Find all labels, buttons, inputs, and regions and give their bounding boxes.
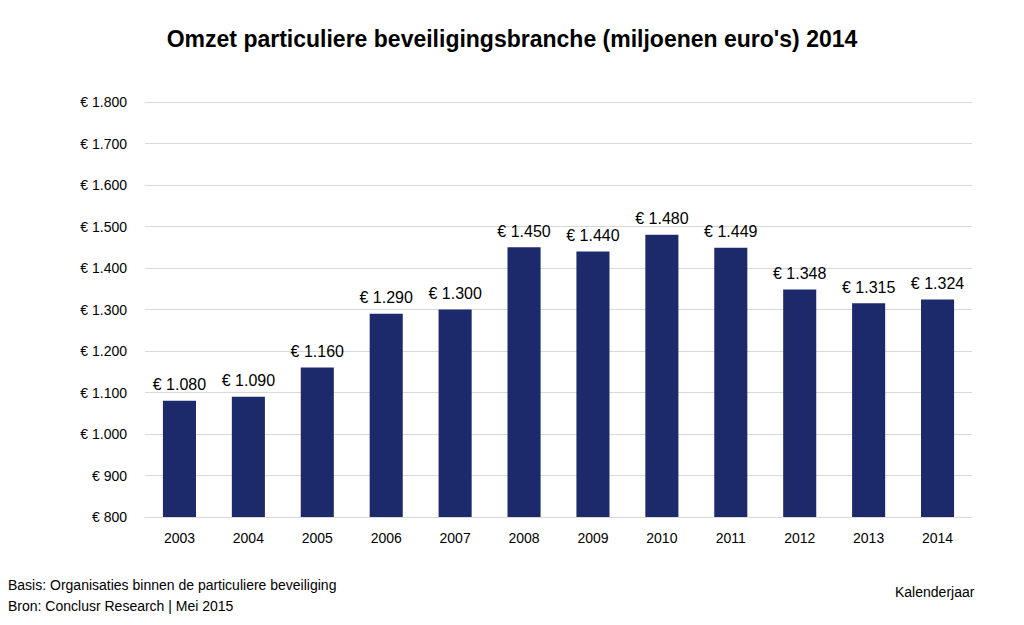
svg-text:€ 1.500: € 1.500 bbox=[80, 219, 127, 235]
svg-text:€ 1.290: € 1.290 bbox=[360, 289, 413, 306]
svg-text:2012: 2012 bbox=[784, 530, 815, 546]
svg-text:€ 1.800: € 1.800 bbox=[80, 94, 127, 110]
svg-text:€ 1.449: € 1.449 bbox=[704, 223, 757, 240]
svg-text:€ 1.348: € 1.348 bbox=[773, 265, 826, 282]
svg-text:€ 1.480: € 1.480 bbox=[635, 210, 688, 227]
svg-text:€ 900: € 900 bbox=[92, 468, 127, 484]
svg-text:2009: 2009 bbox=[577, 530, 608, 546]
svg-text:€ 800: € 800 bbox=[92, 509, 127, 525]
svg-text:2014: 2014 bbox=[922, 530, 953, 546]
svg-text:€ 1.700: € 1.700 bbox=[80, 136, 127, 152]
svg-text:Omzet particuliere beveiliging: Omzet particuliere beveiligingsbranche (… bbox=[167, 26, 858, 52]
svg-text:€ 1.300: € 1.300 bbox=[80, 302, 127, 318]
svg-text:2013: 2013 bbox=[853, 530, 884, 546]
svg-text:2006: 2006 bbox=[371, 530, 402, 546]
svg-text:€ 1.440: € 1.440 bbox=[566, 227, 619, 244]
svg-text:€ 1.100: € 1.100 bbox=[80, 385, 127, 401]
svg-text:2010: 2010 bbox=[646, 530, 677, 546]
svg-text:2005: 2005 bbox=[302, 530, 333, 546]
svg-text:2007: 2007 bbox=[440, 530, 471, 546]
svg-text:2004: 2004 bbox=[233, 530, 264, 546]
svg-text:2008: 2008 bbox=[508, 530, 539, 546]
svg-text:Bron: Conclusr Research | Mei: Bron: Conclusr Research | Mei 2015 bbox=[8, 598, 234, 614]
svg-text:€ 1.160: € 1.160 bbox=[291, 343, 344, 360]
svg-text:€ 1.324: € 1.324 bbox=[911, 275, 964, 292]
svg-text:€ 1.000: € 1.000 bbox=[80, 426, 127, 442]
svg-text:€ 1.400: € 1.400 bbox=[80, 260, 127, 276]
svg-text:Basis: Organisaties binnen de: Basis: Organisaties binnen de particulie… bbox=[8, 577, 336, 593]
svg-text:€ 1.300: € 1.300 bbox=[428, 285, 481, 302]
svg-text:€ 1.090: € 1.090 bbox=[222, 372, 275, 389]
svg-text:€ 1.080: € 1.080 bbox=[153, 376, 206, 393]
svg-text:2011: 2011 bbox=[716, 530, 746, 546]
svg-text:2003: 2003 bbox=[164, 530, 195, 546]
svg-text:€ 1.315: € 1.315 bbox=[842, 279, 895, 296]
svg-text:€ 1.200: € 1.200 bbox=[80, 343, 127, 359]
svg-text:€ 1.600: € 1.600 bbox=[80, 177, 127, 193]
svg-text:€ 1.450: € 1.450 bbox=[497, 223, 550, 240]
svg-text:Kalenderjaar: Kalenderjaar bbox=[895, 584, 975, 600]
